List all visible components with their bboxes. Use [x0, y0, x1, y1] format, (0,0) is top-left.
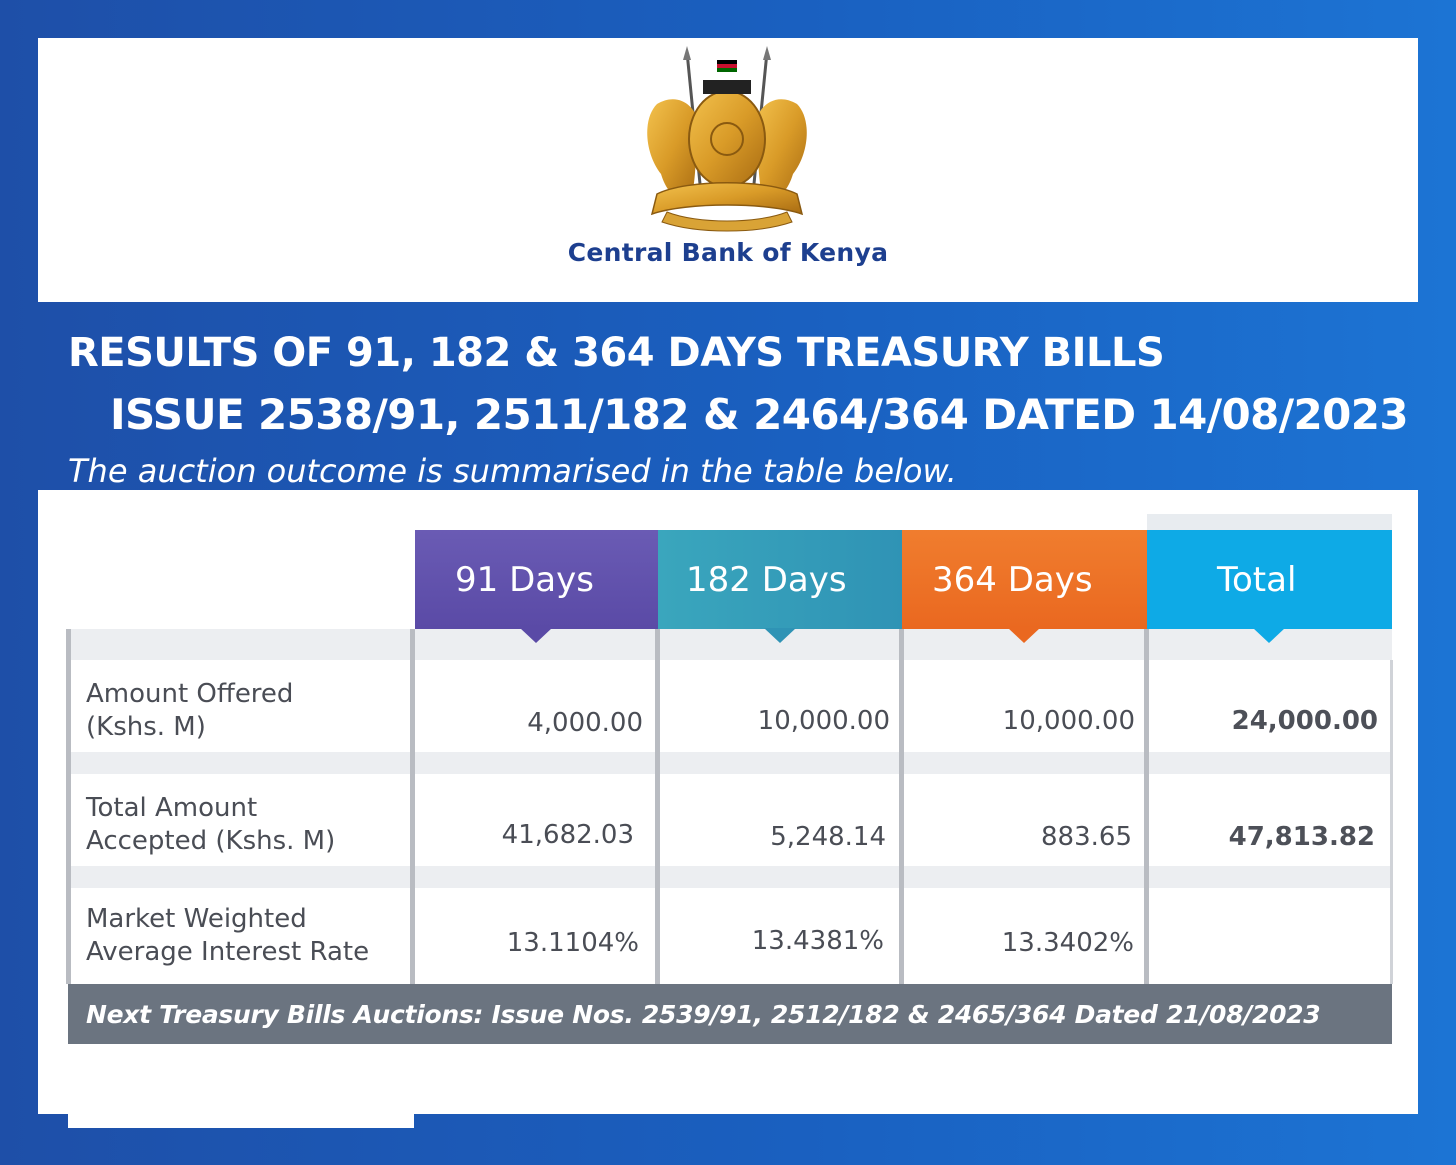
- header-pointer: [520, 628, 552, 643]
- column-header-total: Total: [1147, 530, 1392, 643]
- header-pointer: [764, 628, 796, 643]
- grid-line: [655, 629, 660, 984]
- table-cell-total: 24,000.00: [1231, 706, 1378, 736]
- column-header-label: 364 Days: [932, 559, 1093, 600]
- table-cell: 10,000.00: [1002, 706, 1135, 736]
- row-label-line: (Kshs. M): [86, 712, 206, 742]
- column-header-label: 182 Days: [686, 559, 847, 600]
- table-cell: 5,248.14: [770, 822, 886, 852]
- row-label-line: Accepted (Kshs. M): [86, 826, 336, 856]
- table-cell: 13.1104%: [506, 928, 639, 958]
- table-cell: 13.3402%: [1001, 928, 1134, 958]
- kenya-coat-of-arms-icon: [647, 46, 807, 232]
- row-divider: [68, 752, 1392, 774]
- row-divider: [68, 629, 1392, 660]
- grid-line: [1390, 660, 1393, 984]
- row-label-amount-offered: Amount Offered (Kshs. M): [86, 678, 293, 744]
- grid-line: [1144, 629, 1149, 984]
- table-cell: 13.4381%: [751, 926, 884, 956]
- table-cell: 10,000.00: [757, 706, 890, 736]
- page-title: RESULTS OF 91, 182 & 364 DAYS TREASURY B…: [68, 330, 1165, 376]
- column-header-182-days: 182 Days: [658, 530, 902, 643]
- column-header-364-days: 364 Days: [902, 530, 1147, 643]
- column-header-label: 91 Days: [455, 559, 594, 600]
- header-pointer: [1253, 628, 1285, 643]
- column-header-91-days: 91 Days: [415, 530, 658, 643]
- table-cell-total: 47,813.82: [1228, 822, 1375, 852]
- bank-name: Central Bank of Kenya: [567, 238, 889, 267]
- grid-line: [410, 629, 415, 984]
- subtitle: The auction outcome is summarised in the…: [68, 452, 957, 490]
- row-label-amount-accepted: Total Amount Accepted (Kshs. M): [86, 792, 335, 858]
- row-label-line: Market Weighted: [86, 904, 307, 934]
- row-divider: [68, 866, 1392, 888]
- grid-line: [899, 629, 904, 984]
- table-cell: 883.65: [1041, 822, 1132, 852]
- header-pointer: [1008, 628, 1040, 643]
- row-label-line: Total Amount: [86, 793, 258, 823]
- column-header-label: Total: [1217, 559, 1297, 600]
- panel-tab: [68, 1112, 414, 1128]
- total-header-cap: [1147, 514, 1392, 530]
- grid-line: [66, 629, 71, 984]
- table-cell: 41,682.03: [501, 820, 634, 850]
- next-auctions-banner: Next Treasury Bills Auctions: Issue Nos.…: [68, 984, 1392, 1044]
- table-cell: 4,000.00: [527, 708, 643, 738]
- row-label-interest-rate: Market Weighted Average Interest Rate: [86, 903, 369, 969]
- row-label-line: Average Interest Rate: [86, 937, 370, 967]
- next-auctions-text: Next Treasury Bills Auctions: Issue Nos.…: [86, 999, 1321, 1029]
- row-label-line: Amount Offered: [86, 679, 294, 709]
- issue-title: ISSUE 2538/91, 2511/182 & 2464/364 DATED…: [110, 390, 1409, 439]
